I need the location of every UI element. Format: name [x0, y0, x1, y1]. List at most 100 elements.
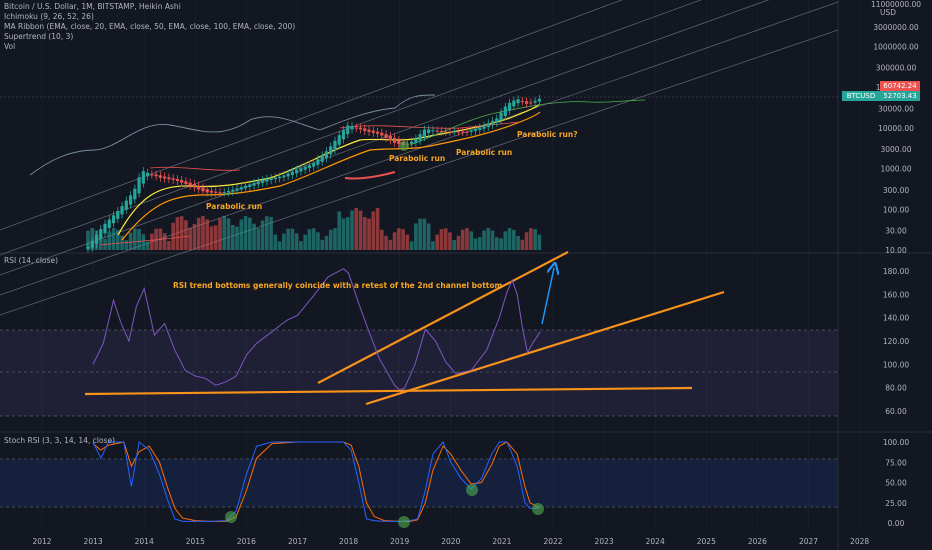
- candle-body: [529, 102, 533, 104]
- volume-bar: [137, 229, 141, 250]
- heikin-ashi-candles[interactable]: [86, 94, 541, 253]
- rsi-axis[interactable]: 180.00 160.00 140.00 120.00 100.00 80.00 60.00: [883, 267, 909, 416]
- volume-bar: [435, 234, 439, 250]
- candle-body: [167, 177, 171, 180]
- candle-body: [533, 100, 537, 103]
- volume-bar: [324, 235, 329, 250]
- volume-bar: [145, 241, 150, 250]
- rsi-title[interactable]: RSI (14, close): [4, 256, 59, 265]
- candle-body: [452, 131, 456, 133]
- volume-bar: [529, 228, 533, 250]
- indicator-ichimoku[interactable]: Ichimoku (9, 26, 52, 26): [4, 12, 94, 21]
- price-tick-label: 3000000.00: [873, 23, 919, 32]
- stoch-tick-label: 50.00: [885, 479, 907, 488]
- time-tick-label: 2018: [339, 537, 358, 546]
- candle-body: [316, 159, 320, 165]
- time-tick-label: 2025: [697, 537, 716, 546]
- volume-bar: [184, 220, 188, 250]
- volume-bar: [205, 219, 210, 250]
- candle-body: [495, 118, 499, 123]
- volume-bar: [426, 223, 431, 250]
- price-tick-label: 1000.00: [880, 165, 911, 174]
- volume-bar: [452, 239, 457, 250]
- candle-body: [363, 128, 367, 131]
- candle-body: [201, 187, 205, 192]
- candle-body: [209, 190, 214, 193]
- candle-body: [146, 172, 150, 177]
- stoch-rsi-title[interactable]: Stoch RSI (3, 3, 14, 14, close): [4, 436, 115, 445]
- volume-bar: [213, 225, 218, 250]
- volume-bar: [358, 210, 363, 250]
- time-tick-label: 2019: [390, 537, 409, 546]
- indicator-volume[interactable]: Vol: [4, 42, 16, 51]
- candle-body: [456, 131, 461, 133]
- volume-bar: [431, 241, 435, 250]
- candle-body: [397, 140, 401, 145]
- candle-body: [303, 166, 307, 170]
- volume-bar: [196, 217, 201, 250]
- candle-body: [154, 174, 158, 177]
- volume-bar: [209, 226, 214, 250]
- candle-body: [150, 174, 154, 176]
- candle-body: [448, 131, 452, 133]
- volume-bar: [171, 222, 175, 250]
- price-tick-label: 11000000.00: [871, 0, 921, 9]
- volume-bar: [362, 217, 367, 250]
- rsi-line: [92, 268, 541, 391]
- candle-body: [273, 177, 277, 180]
- candle-body: [439, 130, 444, 132]
- stoch-tick-label: 75.00: [885, 458, 907, 467]
- candle-body: [371, 130, 375, 133]
- candle-body: [503, 106, 507, 117]
- volume-bar: [384, 235, 388, 250]
- candle-body: [473, 129, 478, 132]
- volume-bar: [179, 216, 184, 250]
- volume-bar: [345, 217, 350, 250]
- candle-body: [90, 240, 94, 248]
- indicator-ma-ribbon[interactable]: MA Ribbon (EMA, close, 20, EMA, close, 5…: [4, 22, 296, 31]
- time-tick-label: 2026: [748, 537, 767, 546]
- candle-body: [384, 134, 388, 138]
- candle-body: [111, 215, 116, 224]
- volume-bar: [218, 218, 222, 250]
- volume-bar: [128, 232, 133, 250]
- candle-body: [516, 99, 520, 104]
- volume-bar: [311, 228, 316, 250]
- stoch-axis[interactable]: 100.00 75.00 50.00 25.00 0.00: [883, 438, 909, 528]
- stoch-band: [0, 459, 838, 507]
- annotation-parabolic-run: Parabolic run: [389, 154, 445, 163]
- rsi-band: [0, 330, 838, 416]
- price-marker: [399, 141, 409, 151]
- price-tick-label: 3000.00: [880, 145, 911, 154]
- time-axis[interactable]: 2012 2013 2014 2015 2016 2017 2018 2019 2020 2021…: [32, 537, 869, 546]
- volume-bar: [443, 228, 448, 250]
- rsi-tick-label: 180.00: [883, 267, 909, 276]
- candle-body: [375, 131, 380, 134]
- price-tick-label: 1000000.00: [873, 42, 919, 51]
- volume-bar: [239, 219, 244, 250]
- volume-bar: [141, 234, 146, 250]
- candle-body: [231, 189, 235, 192]
- candle-body: [260, 180, 265, 183]
- stoch-tick-label: 100.00: [883, 438, 909, 447]
- candle-body: [350, 125, 354, 130]
- volume-bar: [316, 232, 320, 250]
- volume-bar: [524, 232, 529, 250]
- candle-body: [444, 131, 448, 133]
- candle-body: [120, 205, 124, 215]
- symbol-title[interactable]: Bitcoin / U.S. Dollar, 1M, BITSTAMP, Hei…: [4, 2, 181, 11]
- time-tick-label: 2016: [237, 537, 256, 546]
- candle-body: [252, 183, 256, 186]
- volume-bar: [307, 229, 312, 250]
- candle-body: [184, 181, 188, 185]
- candle-body: [94, 234, 99, 244]
- time-tick-label: 2028: [850, 537, 869, 546]
- candle-body: [226, 190, 231, 193]
- volume-bar: [456, 235, 461, 250]
- candle-body: [329, 146, 333, 155]
- indicator-supertrend[interactable]: Supertrend (10, 3): [4, 32, 74, 41]
- candle-body: [337, 135, 341, 145]
- volume-bar: [494, 237, 499, 250]
- volume-bar: [86, 230, 90, 250]
